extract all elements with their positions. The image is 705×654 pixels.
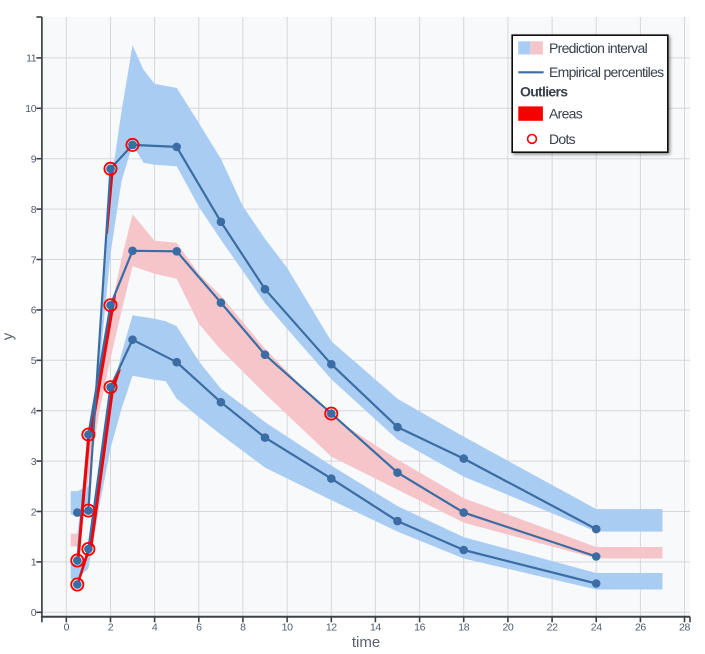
svg-text:3: 3	[31, 456, 37, 468]
svg-text:20: 20	[502, 622, 513, 634]
svg-text:24: 24	[591, 622, 602, 634]
svg-text:Prediction interval: Prediction interval	[549, 40, 648, 56]
svg-text:6: 6	[196, 622, 202, 634]
svg-text:16: 16	[414, 622, 425, 634]
svg-text:1: 1	[31, 557, 37, 569]
svg-text:8: 8	[31, 204, 37, 216]
svg-text:0: 0	[31, 607, 37, 619]
svg-text:18: 18	[458, 622, 469, 634]
svg-text:7: 7	[31, 254, 37, 266]
svg-text:8: 8	[240, 622, 246, 634]
svg-text:4: 4	[31, 406, 37, 418]
svg-text:9: 9	[31, 154, 37, 166]
svg-text:Empirical percentiles: Empirical percentiles	[549, 64, 664, 80]
svg-text:14: 14	[370, 622, 381, 634]
svg-text:5: 5	[31, 355, 37, 367]
svg-text:12: 12	[326, 622, 337, 634]
svg-text:time: time	[352, 634, 380, 651]
svg-text:10: 10	[282, 622, 293, 634]
svg-text:10: 10	[25, 103, 36, 115]
svg-text:0: 0	[64, 622, 70, 634]
svg-text:y: y	[0, 332, 17, 340]
svg-text:28: 28	[679, 622, 690, 634]
svg-text:Outliers: Outliers	[520, 83, 568, 99]
svg-text:Areas: Areas	[549, 106, 583, 122]
svg-text:26: 26	[635, 622, 646, 634]
svg-text:2: 2	[108, 622, 114, 634]
svg-text:6: 6	[31, 305, 37, 317]
svg-text:4: 4	[152, 622, 158, 634]
svg-text:Dots: Dots	[549, 131, 576, 147]
svg-text:2: 2	[31, 506, 37, 518]
svg-text:11: 11	[26, 53, 37, 65]
svg-text:22: 22	[547, 622, 558, 634]
